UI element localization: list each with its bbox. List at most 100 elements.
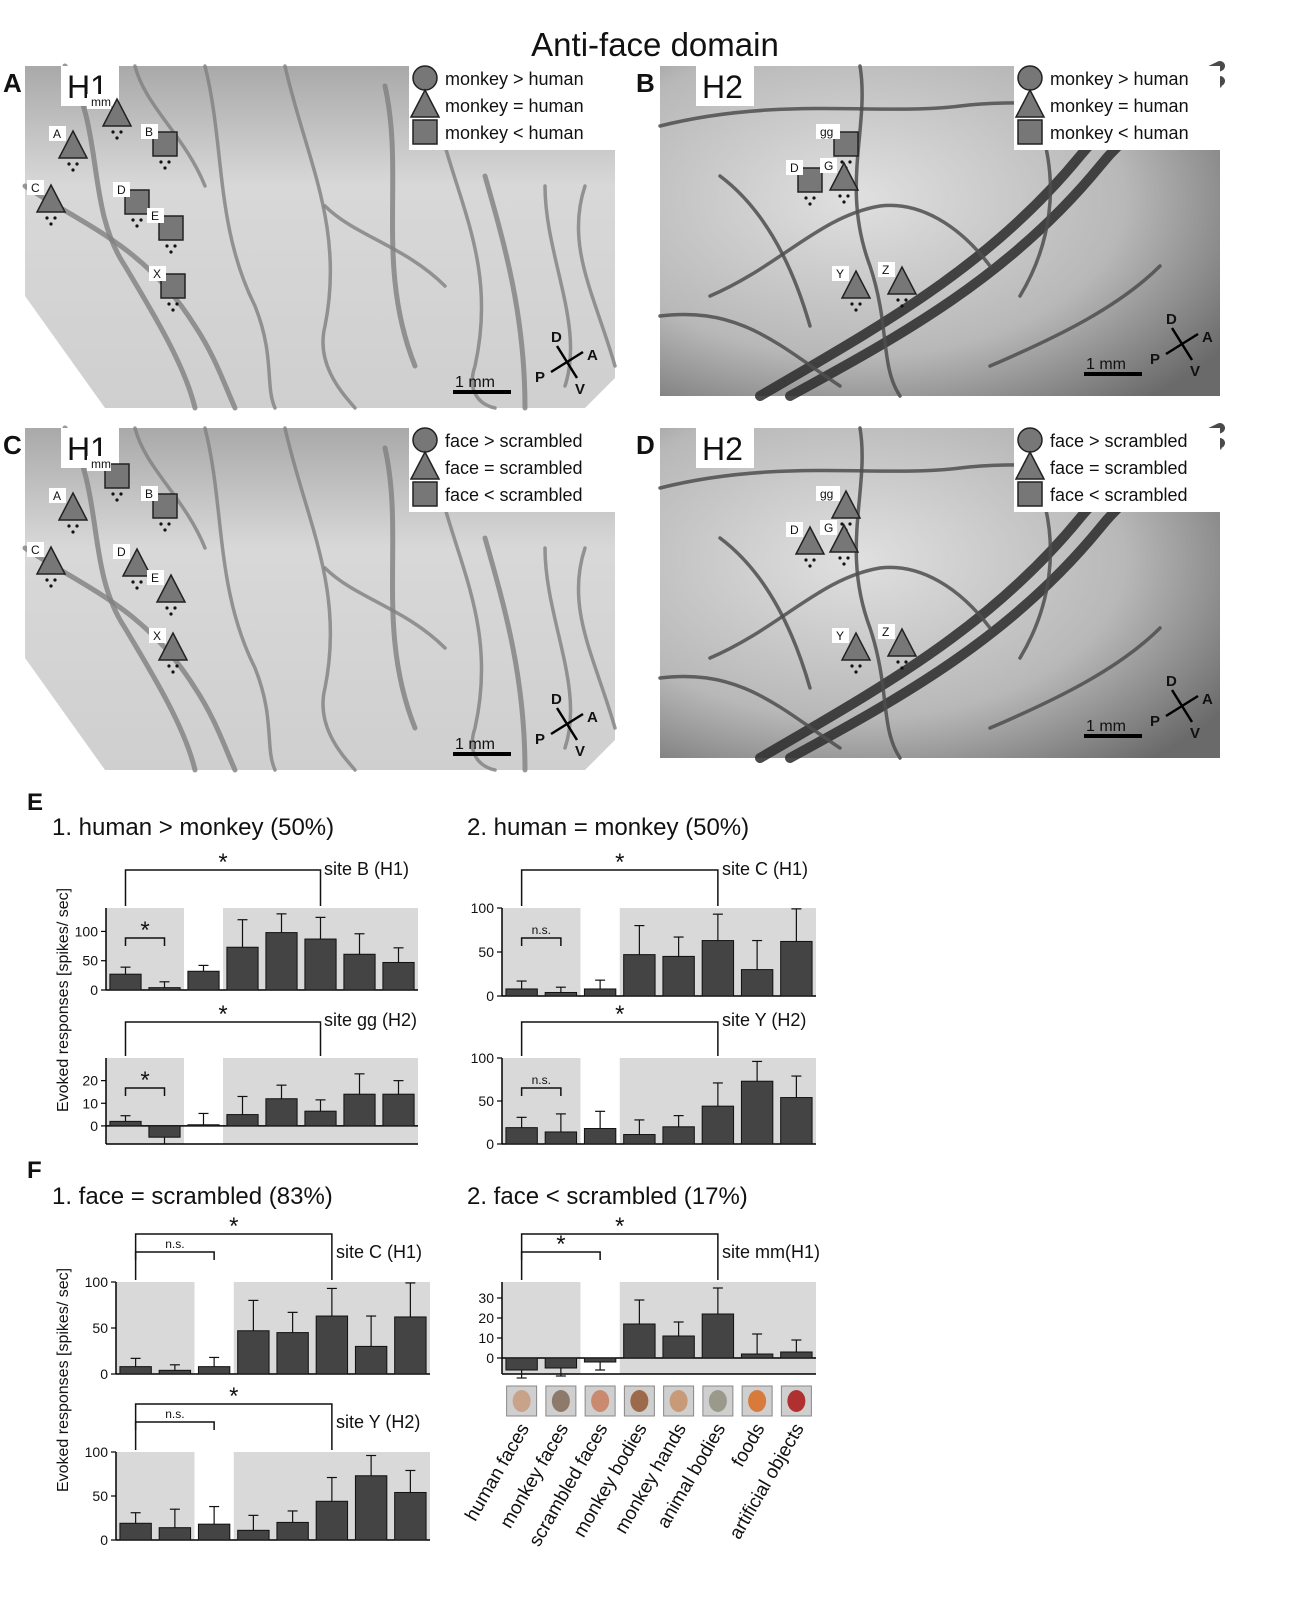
- compass-a: A: [587, 347, 598, 364]
- not-significant-label: n.s.: [532, 1073, 551, 1087]
- blood-vessel: [658, 674, 842, 750]
- site-label: site Y (H2): [722, 1010, 806, 1030]
- legend-label: monkey = human: [1050, 96, 1189, 116]
- chart-e1-bottom: 0 10 20 * * site gg (H2): [82, 1001, 418, 1145]
- site-marker-a: A: [49, 126, 89, 172]
- bar: [109, 1120, 142, 1127]
- legend-label: monkey < human: [1050, 123, 1189, 143]
- significance-bracket: [134, 1233, 333, 1280]
- electrode-dot: [854, 670, 858, 674]
- electrode-dot: [71, 168, 75, 172]
- triangle-marker: [1014, 450, 1046, 480]
- site-label-bg: [27, 542, 44, 557]
- chart-f2: 0 10 20 30 * * site mm(H1): [478, 1213, 820, 1379]
- site-label-bg: [149, 266, 166, 281]
- electrode-dot: [45, 578, 49, 582]
- electrode-dot: [173, 606, 177, 610]
- y-tick-label: 10: [82, 1095, 98, 1111]
- electrode-dot: [896, 660, 900, 664]
- panel-e2-title: 2. human = monkey (50%): [467, 814, 749, 841]
- blood-vessel: [718, 536, 812, 690]
- stimulus-icon-5: [702, 1385, 734, 1417]
- significance-bracket: [124, 937, 166, 946]
- blood-vessel: [482, 173, 528, 411]
- compass-d: D: [551, 329, 562, 346]
- significance-bracket: [520, 869, 719, 906]
- chart-e2-top: 0 50 100 n.s. * site C (H1): [471, 849, 816, 1004]
- electrode-dot: [45, 216, 49, 220]
- electrode-dot: [848, 160, 852, 164]
- bar: [382, 1093, 415, 1127]
- triangle-marker: [409, 88, 441, 118]
- blood-vessel: [382, 445, 418, 731]
- electrode-dot: [804, 196, 808, 200]
- legend-box: [1014, 66, 1220, 150]
- significance-star: *: [615, 1001, 624, 1028]
- compass-v: V: [575, 381, 585, 398]
- compass-a: A: [1202, 329, 1213, 346]
- significance-bracket: [124, 869, 322, 906]
- y-tick-label: 50: [478, 1093, 494, 1109]
- site-label: site gg (H2): [324, 1010, 417, 1030]
- legend-label: monkey = human: [445, 96, 584, 116]
- site-label: X: [153, 629, 161, 643]
- bar: [148, 987, 181, 991]
- hemisphere-label-bg: [696, 66, 754, 106]
- site-marker-c: C: [27, 180, 67, 226]
- bar: [662, 1335, 695, 1359]
- compass-axis-pa: [550, 350, 584, 374]
- electrode-dot: [842, 200, 846, 204]
- electrode-dot: [167, 522, 171, 526]
- site-label-bg: [786, 522, 803, 537]
- electrode-dot: [75, 524, 79, 528]
- site-label: gg: [820, 487, 833, 501]
- blood-vessel: [988, 264, 1162, 368]
- bar: [304, 1110, 337, 1127]
- triangle-marker: [121, 547, 153, 577]
- chart-e1-top: 0 50 100 * * site B (H1): [75, 849, 418, 998]
- site-label: site mm(H1): [722, 1242, 820, 1262]
- stimulus-icon-7: [780, 1385, 812, 1417]
- bar: [109, 973, 142, 991]
- bar: [226, 1114, 259, 1127]
- bar: [187, 970, 220, 991]
- bar: [382, 961, 415, 991]
- site-label: B: [145, 125, 153, 139]
- electrode-dot: [850, 302, 854, 306]
- y-tick-label: 50: [82, 953, 98, 969]
- bar: [623, 954, 656, 997]
- square-marker: [412, 119, 438, 145]
- electrode-dot: [49, 222, 53, 226]
- bar: [343, 1093, 376, 1127]
- y-tick-label: 0: [100, 1532, 108, 1548]
- panel-letter-e: E: [27, 789, 43, 816]
- category-label: foods: [728, 1420, 769, 1471]
- site-label-bg: [147, 570, 164, 585]
- site-label-bg: [27, 180, 44, 195]
- bar: [544, 991, 578, 997]
- blood-vessel: [62, 63, 198, 411]
- electrode-dot: [840, 522, 844, 526]
- y-tick-label: 30: [478, 1290, 494, 1306]
- y-tick-label: 0: [486, 1136, 494, 1152]
- bar: [780, 1351, 813, 1359]
- site-marker-d: D: [113, 182, 150, 228]
- chart-f1-top: 0 50 100 n.s. * site C (H1): [85, 1213, 430, 1382]
- panel-letter: D: [636, 430, 655, 460]
- bar: [662, 955, 695, 997]
- electrode-dot: [854, 308, 858, 312]
- electrode-dot: [165, 244, 169, 248]
- site-marker-e: E: [147, 208, 184, 254]
- site-label: C: [31, 543, 40, 557]
- site-label-bg: [141, 124, 158, 139]
- triangle-marker: [155, 573, 187, 603]
- bar: [623, 1323, 656, 1359]
- chart-e2-bottom: 0 50 100 n.s. * site Y (H2): [471, 1001, 816, 1152]
- electrode-dot: [71, 530, 75, 534]
- site-marker-d: D: [113, 544, 153, 590]
- blood-vessel: [543, 184, 573, 388]
- bar: [237, 1529, 270, 1541]
- blood-vessel: [443, 506, 497, 772]
- y-tick-label: 50: [92, 1488, 108, 1504]
- y-tick-label: 0: [486, 988, 494, 1004]
